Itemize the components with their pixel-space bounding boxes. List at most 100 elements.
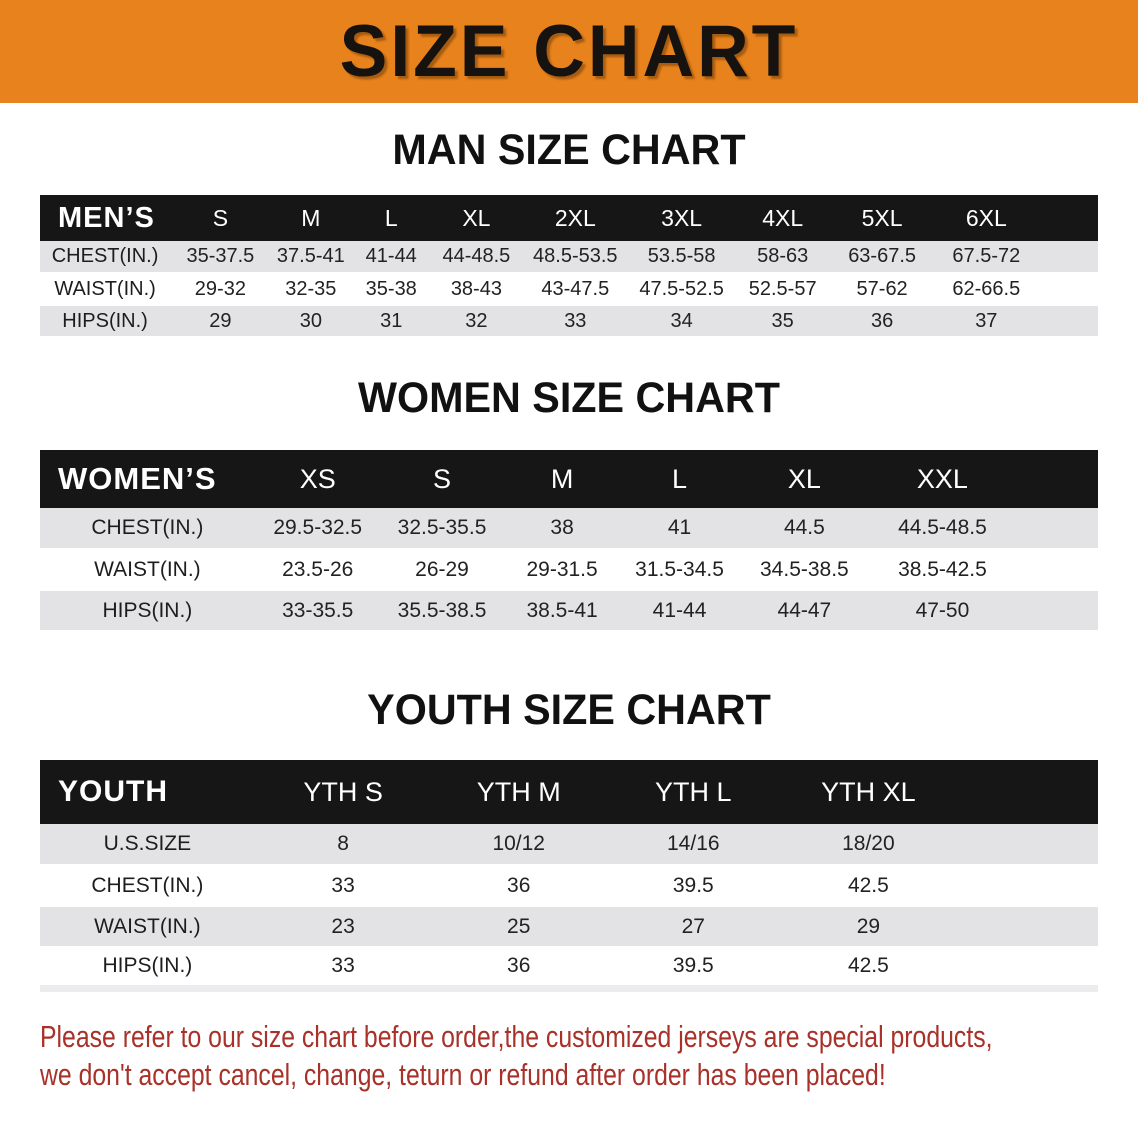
table-header-row: MEN’S S M L XL 2XL 3XL 4XL 5XL 6XL bbox=[40, 195, 1098, 241]
size-value-cell: 35-38 bbox=[351, 273, 432, 305]
size-value-cell: 32-35 bbox=[270, 273, 352, 305]
size-column-header: XS bbox=[299, 463, 336, 494]
disclaimer-line-1: Please refer to our size chart before or… bbox=[40, 1018, 993, 1054]
size-column-header: XXL bbox=[916, 463, 968, 494]
measurement-row: HIPS(IN.) 29 30 31 32 33 34 35 36 37 bbox=[40, 305, 1098, 337]
size-value-cell: 38 bbox=[503, 508, 621, 549]
header-spacer bbox=[1040, 195, 1098, 241]
size-value-cell: 37.5-41 bbox=[270, 241, 352, 273]
size-value-cell: 37 bbox=[932, 305, 1040, 337]
size-column-header: XL bbox=[787, 463, 821, 494]
measurement-row: WAIST(IN.) 23.5-26 26-29 29-31.5 31.5-34.5 34… bbox=[40, 549, 1098, 590]
size-value-cell: 8 bbox=[254, 824, 432, 865]
row-spacer bbox=[1014, 590, 1098, 631]
size-value-cell: 14/16 bbox=[606, 824, 781, 865]
size-value-cell: 26-29 bbox=[380, 549, 504, 590]
row-label: CHEST(IN.) bbox=[40, 508, 255, 549]
size-value-cell: 32.5-35.5 bbox=[380, 508, 504, 549]
size-value-cell: 29-31.5 bbox=[503, 549, 621, 590]
measurement-row: U.S.SIZE 8 10/12 14/16 18/20 bbox=[40, 824, 1098, 865]
size-column-header: S bbox=[212, 204, 229, 231]
size-chart-sections: MAN SIZE CHART MEN’S S M L XL 2XL 3XL 4XL 5XL 6XL C… bbox=[0, 103, 1138, 992]
row-spacer bbox=[956, 947, 1098, 988]
size-chart-section-women: WOMEN SIZE CHART WOMEN’S XS S M L XL XXL CHEST(I… bbox=[40, 338, 1098, 632]
row-label: CHEST(IN.) bbox=[40, 241, 171, 273]
size-value-cell: 34 bbox=[629, 305, 734, 337]
size-column-header: 5XL bbox=[861, 204, 903, 231]
section-title: WOMEN SIZE CHART bbox=[358, 374, 780, 422]
size-value-cell: 18/20 bbox=[780, 824, 957, 865]
size-value-cell: 30 bbox=[270, 305, 352, 337]
size-value-cell: 44.5 bbox=[738, 508, 871, 549]
size-value-cell: 31.5-34.5 bbox=[620, 549, 739, 590]
size-value-cell: 29-32 bbox=[170, 273, 271, 305]
table-header-label: YOUTH bbox=[58, 775, 168, 808]
size-column-header: M bbox=[550, 463, 574, 494]
measurement-row: HIPS(IN.) 33-35.5 35.5-38.5 38.5-41 41-44 44-… bbox=[40, 590, 1098, 631]
size-value-cell: 38-43 bbox=[431, 273, 522, 305]
size-value-cell: 39.5 bbox=[606, 865, 781, 906]
size-value-cell: 36 bbox=[831, 305, 933, 337]
header-spacer bbox=[1014, 450, 1098, 508]
measurement-row: WAIST(IN.) 29-32 32-35 35-38 38-43 43-47.5 47.… bbox=[40, 273, 1098, 305]
table-header-row: YOUTH YTH S YTH M YTH L YTH XL bbox=[40, 760, 1098, 824]
size-column-header: S bbox=[433, 463, 452, 494]
row-label: WAIST(IN.) bbox=[40, 906, 255, 947]
size-value-cell: 35-37.5 bbox=[170, 241, 271, 273]
row-label: WAIST(IN.) bbox=[40, 273, 171, 305]
disclaimer: Please refer to our size chart before or… bbox=[40, 1018, 1138, 1094]
size-value-cell: 34.5-38.5 bbox=[738, 549, 871, 590]
size-chart-section-men: MAN SIZE CHART MEN’S S M L XL 2XL 3XL 4XL 5XL 6XL C… bbox=[40, 103, 1098, 338]
row-spacer bbox=[1014, 508, 1098, 549]
size-table-women: WOMEN’S XS S M L XL XXL CHEST(IN.) 29.5-32.5 32.5… bbox=[40, 450, 1098, 632]
size-column-header: YTH XL bbox=[821, 776, 916, 807]
row-spacer bbox=[956, 865, 1098, 906]
banner-title: SIZE CHART bbox=[339, 11, 799, 92]
section-title: YOUTH SIZE CHART bbox=[367, 686, 771, 734]
row-label: HIPS(IN.) bbox=[40, 305, 171, 337]
size-value-cell: 36 bbox=[431, 947, 606, 988]
size-value-cell: 25 bbox=[431, 906, 606, 947]
size-value-cell: 27 bbox=[606, 906, 781, 947]
size-value-cell: 63-67.5 bbox=[831, 241, 933, 273]
table-header-label: MEN’S bbox=[58, 201, 155, 234]
size-value-cell: 32 bbox=[431, 305, 522, 337]
size-value-cell: 33 bbox=[254, 865, 432, 906]
measurement-row: CHEST(IN.) 33 36 39.5 42.5 bbox=[40, 865, 1098, 906]
size-value-cell: 41-44 bbox=[351, 241, 432, 273]
measurement-row: WAIST(IN.) 23 25 27 29 bbox=[40, 906, 1098, 947]
table-header-row: WOMEN’S XS S M L XL XXL bbox=[40, 450, 1098, 508]
row-spacer bbox=[1039, 305, 1098, 337]
row-spacer bbox=[1039, 273, 1098, 305]
size-column-header: L bbox=[672, 463, 688, 494]
size-value-cell: 33 bbox=[254, 947, 432, 988]
size-value-cell: 53.5-58 bbox=[629, 241, 734, 273]
size-value-cell: 33-35.5 bbox=[254, 590, 381, 631]
size-value-cell: 38.5-42.5 bbox=[870, 549, 1015, 590]
measurement-row: CHEST(IN.) 35-37.5 37.5-41 41-44 44-48.5 48.5… bbox=[40, 241, 1098, 273]
size-value-cell: 29.5-32.5 bbox=[254, 508, 381, 549]
size-chart-banner: SIZE CHART bbox=[0, 0, 1138, 103]
row-label: U.S.SIZE bbox=[40, 824, 255, 865]
size-column-header: 2XL bbox=[554, 204, 596, 231]
size-value-cell: 35.5-38.5 bbox=[380, 590, 504, 631]
size-value-cell: 41 bbox=[620, 508, 739, 549]
size-column-header: L bbox=[384, 204, 398, 231]
row-label: CHEST(IN.) bbox=[40, 865, 255, 906]
size-value-cell: 39.5 bbox=[606, 947, 781, 988]
size-value-cell: 31 bbox=[351, 305, 432, 337]
size-value-cell: 48.5-53.5 bbox=[521, 241, 630, 273]
size-value-cell: 23 bbox=[254, 906, 432, 947]
size-column-header: XL bbox=[462, 204, 491, 231]
disclaimer-line-2: we don't accept cancel, change, teturn o… bbox=[40, 1056, 886, 1092]
size-value-cell: 58-63 bbox=[734, 241, 832, 273]
row-spacer bbox=[1039, 241, 1098, 273]
size-table-men: MEN’S S M L XL 2XL 3XL 4XL 5XL 6XL CHEST(IN.) 35-37… bbox=[40, 195, 1098, 338]
size-value-cell: 57-62 bbox=[831, 273, 933, 305]
row-spacer bbox=[1014, 549, 1098, 590]
size-value-cell: 47.5-52.5 bbox=[629, 273, 734, 305]
table-header-label: WOMEN’S bbox=[58, 461, 217, 496]
header-spacer bbox=[956, 760, 1098, 824]
size-value-cell: 44-47 bbox=[738, 590, 871, 631]
size-value-cell: 10/12 bbox=[431, 824, 606, 865]
